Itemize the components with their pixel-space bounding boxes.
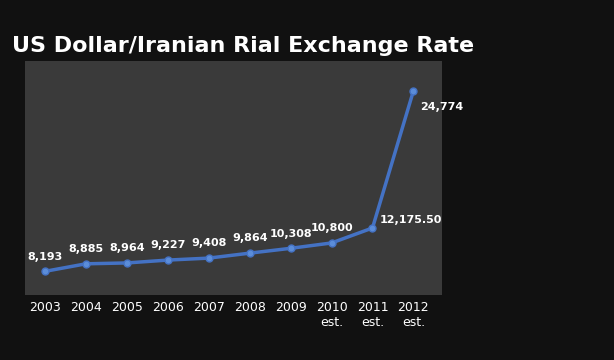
Text: 9,408: 9,408: [191, 238, 227, 248]
Text: 8,885: 8,885: [68, 244, 104, 254]
Text: 10,308: 10,308: [270, 229, 312, 239]
Text: 10,800: 10,800: [310, 223, 353, 233]
Text: 8,964: 8,964: [109, 243, 145, 253]
Text: US Dollar/Iranian Rial Exchange Rate: US Dollar/Iranian Rial Exchange Rate: [12, 36, 475, 56]
Text: 9,227: 9,227: [150, 240, 185, 250]
Text: 24,774: 24,774: [421, 102, 464, 112]
Text: 12,175.50: 12,175.50: [379, 215, 442, 225]
Text: 9,864: 9,864: [232, 233, 268, 243]
Text: 8,193: 8,193: [28, 252, 63, 262]
